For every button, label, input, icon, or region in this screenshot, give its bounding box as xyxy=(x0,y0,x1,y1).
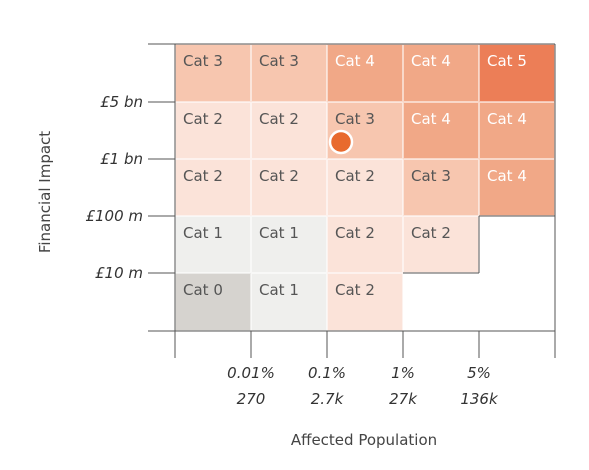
cell-label: Cat 1 xyxy=(259,224,299,242)
matrix-cell xyxy=(403,44,479,102)
cells-layer xyxy=(175,44,555,331)
matrix-cell xyxy=(251,102,327,159)
cell-label: Cat 2 xyxy=(183,110,223,128)
cell-border xyxy=(403,102,479,159)
matrix-cell xyxy=(403,102,479,159)
y-tick-label: £1 bn xyxy=(100,150,143,168)
cell-label: Cat 0 xyxy=(183,281,223,299)
matrix-cell xyxy=(479,44,555,102)
y-tick-label: £5 bn xyxy=(100,93,143,111)
cell-label: Cat 4 xyxy=(411,110,451,128)
x-tick-percent: 1% xyxy=(391,364,415,382)
x-axis-label: Affected Population xyxy=(291,431,437,449)
matrix-cell xyxy=(327,216,403,273)
matrix-cell xyxy=(251,273,327,331)
x-tick-percent: 0.1% xyxy=(308,364,346,382)
cell-label: Cat 2 xyxy=(411,224,451,242)
cell-border xyxy=(251,216,327,273)
risk-marker-dot xyxy=(328,129,354,155)
cell-label: Cat 3 xyxy=(183,52,223,70)
x-tick-count: 270 xyxy=(237,390,266,408)
cell-label: Cat 4 xyxy=(335,52,375,70)
matrix-cell xyxy=(327,159,403,216)
matrix-cell xyxy=(175,216,251,273)
cell-label: Cat 1 xyxy=(259,281,299,299)
matrix-cell xyxy=(251,159,327,216)
cell-border xyxy=(251,159,327,216)
cell-label: Cat 2 xyxy=(335,224,375,242)
matrix-cell xyxy=(403,159,479,216)
cell-label: Cat 4 xyxy=(487,110,527,128)
cell-label: Cat 2 xyxy=(259,110,299,128)
cell-label: Cat 2 xyxy=(335,281,375,299)
matrix-cell xyxy=(479,159,555,216)
matrix-cell xyxy=(327,44,403,102)
cell-border xyxy=(327,159,403,216)
matrix-cell xyxy=(175,159,251,216)
matrix-cell xyxy=(175,102,251,159)
matrix-cell xyxy=(327,273,403,331)
cell-border xyxy=(403,159,479,216)
matrix-cell xyxy=(251,44,327,102)
x-tick-percent: 5% xyxy=(467,364,491,382)
cell-labels-layer: Cat 3 Cat 3 Cat 4 Cat 4 Cat 5 Cat 2 Cat 2 Cat 3… xyxy=(183,52,527,299)
cell-border xyxy=(327,102,403,159)
cell-border xyxy=(251,102,327,159)
cell-label: Cat 3 xyxy=(335,110,375,128)
cell-label: Cat 2 xyxy=(335,167,375,185)
cell-label: Cat 4 xyxy=(487,167,527,185)
y-tick-label: £100 m xyxy=(85,207,143,225)
cell-label: Cat 3 xyxy=(411,167,451,185)
cell-label: Cat 5 xyxy=(487,52,527,70)
cell-label: Cat 1 xyxy=(183,224,223,242)
matrix-cell xyxy=(479,102,555,159)
matrix-cell xyxy=(251,216,327,273)
x-tick-count: 27k xyxy=(389,390,418,408)
y-axis-label: Financial Impact xyxy=(36,131,54,253)
matrix-cell xyxy=(175,273,251,331)
y-tick-label: £10 m xyxy=(95,264,143,282)
x-tick-count: 2.7k xyxy=(311,390,345,408)
marker-layer xyxy=(328,129,354,155)
x-tick-percent: 0.01% xyxy=(227,364,275,382)
axes-layer: £5 bn £1 bn £100 m £10 m 0.01% 270 0.1% 2.7k 1% 2… xyxy=(85,43,556,408)
cell-border xyxy=(327,216,403,273)
cell-label: Cat 3 xyxy=(259,52,299,70)
cell-label: Cat 2 xyxy=(259,167,299,185)
cell-label: Cat 4 xyxy=(411,52,451,70)
x-tick-count: 136k xyxy=(460,390,499,408)
matrix-cell xyxy=(175,44,251,102)
cell-label: Cat 2 xyxy=(183,167,223,185)
matrix-cell xyxy=(403,216,479,273)
